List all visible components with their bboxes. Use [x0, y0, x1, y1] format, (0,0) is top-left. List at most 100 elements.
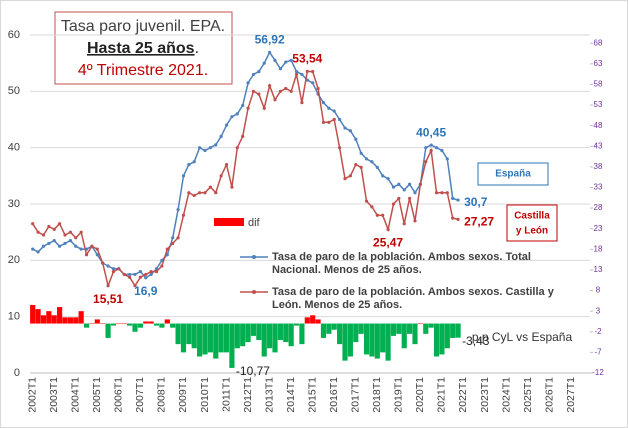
diff-bar: [170, 323, 176, 328]
y2-tick-label: 23: [594, 224, 603, 233]
diff-bar: [207, 323, 213, 353]
y2-tick-label: 48: [594, 121, 603, 130]
line-point: [381, 213, 385, 217]
line-point: [251, 89, 256, 93]
y2-tick-label: 28: [594, 203, 603, 212]
title-line1: Tasa paro juvenil. EPA.: [61, 18, 225, 35]
y2-tick-label: 63: [594, 59, 603, 68]
diff-bar: [433, 323, 440, 357]
diff-bar: [83, 323, 90, 328]
line-point: [171, 236, 175, 240]
line-point: [332, 109, 336, 113]
line-point: [52, 227, 56, 231]
spain-box: [477, 162, 549, 186]
x-tick-label: 2003T1: [48, 377, 60, 413]
line-point: [305, 69, 309, 73]
line-point: [246, 106, 250, 110]
line-point: [316, 86, 320, 91]
diff-bar: [283, 323, 289, 343]
x-tick-label: 2013T1: [263, 377, 275, 413]
line-value-label: 15,51: [93, 292, 123, 306]
line-point: [133, 284, 137, 288]
x-tick-label: 2021T1: [436, 377, 448, 413]
y2-tick-label: 58: [594, 80, 603, 89]
title-line2: Hasta 25 años.: [87, 40, 199, 57]
diff-bar: [46, 311, 52, 324]
line-point: [41, 244, 46, 248]
line-point: [111, 267, 116, 271]
line-point: [203, 191, 207, 195]
y-tick-label: 0: [14, 367, 20, 379]
y2-tick-label: 38: [594, 162, 603, 171]
line-point: [165, 247, 169, 251]
line-point: [440, 148, 444, 153]
diff-bar: [310, 315, 316, 324]
line-point: [354, 137, 358, 141]
line-point: [408, 196, 412, 200]
line-point: [192, 193, 196, 198]
line-point: [128, 272, 132, 277]
y2-tick-label: -2: [594, 327, 602, 336]
line-point: [429, 148, 433, 153]
diff-bar: [396, 323, 402, 334]
y-tick-label: 20: [8, 254, 20, 266]
line-point: [246, 81, 250, 85]
legend-marker: [252, 290, 256, 294]
x-tick-label: 2005T1: [91, 377, 103, 413]
series-line: [31, 69, 460, 289]
y2-tick-label: 68: [594, 38, 603, 47]
line-point: [268, 50, 272, 54]
line-point: [149, 270, 153, 274]
line-point: [74, 244, 78, 248]
x-tick-label: 2002T1: [26, 377, 38, 413]
line-value-label: 16,9: [134, 284, 158, 298]
line-point: [257, 70, 261, 74]
diff-bar: [223, 323, 230, 353]
line-point: [214, 191, 218, 195]
line-point: [262, 106, 266, 110]
diff-bar: [261, 323, 267, 357]
diff-bar: [57, 307, 63, 324]
line-point: [381, 174, 385, 178]
x-tick-label: 2017T1: [350, 377, 362, 413]
x-tick-label: 2022T1: [457, 377, 469, 413]
line-point: [294, 70, 299, 74]
line-point: [198, 146, 202, 150]
line-point: [391, 185, 396, 189]
line-point: [386, 177, 390, 181]
line-point: [424, 146, 428, 150]
diff-bar: [51, 315, 57, 324]
diff-bar: [137, 323, 143, 328]
diff-bar: [423, 323, 429, 334]
diff-bar: [180, 323, 187, 353]
line-point: [418, 182, 422, 186]
line-point: [117, 267, 121, 271]
line-point: [58, 222, 62, 226]
line-point: [219, 134, 223, 138]
diff-bar: [444, 323, 450, 349]
diff-bar: [250, 323, 257, 336]
x-tick-label: 2009T1: [177, 377, 189, 413]
line-point: [354, 162, 358, 167]
y2-tick-label: 3: [596, 306, 601, 315]
line-point: [434, 191, 439, 195]
line-value-label: 25,47: [373, 236, 403, 250]
diff-bar: [374, 323, 380, 359]
line-point: [278, 67, 282, 71]
x-tick-label: 2011T1: [220, 377, 232, 412]
line-point: [397, 196, 401, 200]
line-point: [370, 205, 374, 209]
diff-bar: [428, 323, 434, 328]
legend-swatch: [214, 218, 244, 226]
line-point: [101, 261, 105, 265]
line-point: [208, 146, 212, 150]
line-point: [241, 103, 245, 108]
line-point: [327, 106, 331, 110]
line-point: [214, 143, 218, 147]
line-point: [138, 275, 142, 279]
diff-bar: [277, 323, 283, 341]
line-point: [171, 241, 175, 246]
diff-bar: [132, 323, 138, 332]
line-point: [36, 230, 40, 234]
